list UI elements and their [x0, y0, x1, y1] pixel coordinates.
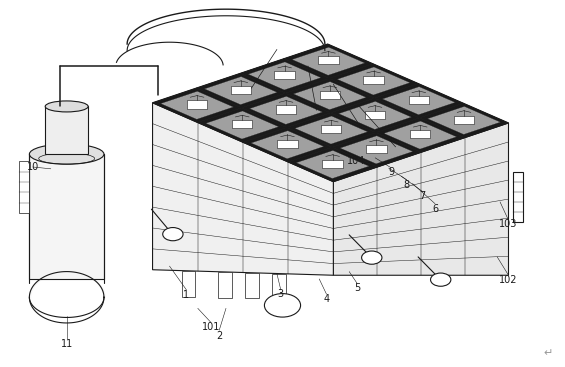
Polygon shape	[408, 96, 429, 104]
Text: 9: 9	[388, 167, 394, 178]
Text: 10: 10	[27, 162, 39, 172]
Polygon shape	[332, 132, 421, 167]
Polygon shape	[240, 59, 329, 93]
Text: 103: 103	[499, 219, 518, 229]
Polygon shape	[231, 86, 251, 94]
Polygon shape	[251, 131, 324, 159]
Polygon shape	[376, 118, 464, 152]
Polygon shape	[318, 57, 338, 65]
Polygon shape	[243, 127, 332, 162]
Polygon shape	[153, 88, 242, 123]
Polygon shape	[365, 110, 385, 119]
Polygon shape	[153, 103, 333, 275]
Text: 6: 6	[432, 204, 438, 214]
Polygon shape	[250, 96, 323, 124]
Circle shape	[163, 228, 183, 241]
Polygon shape	[153, 44, 508, 182]
Polygon shape	[340, 136, 413, 164]
Polygon shape	[182, 271, 195, 297]
Text: 4: 4	[324, 294, 329, 304]
Polygon shape	[323, 160, 343, 168]
Polygon shape	[187, 101, 207, 109]
Text: 104: 104	[347, 156, 365, 167]
Circle shape	[362, 251, 382, 264]
Polygon shape	[320, 91, 340, 99]
Text: 8: 8	[404, 179, 410, 190]
Polygon shape	[29, 154, 104, 279]
Polygon shape	[232, 120, 253, 128]
Polygon shape	[288, 147, 377, 182]
Polygon shape	[218, 272, 232, 298]
Polygon shape	[331, 98, 419, 132]
Ellipse shape	[45, 101, 88, 112]
Polygon shape	[293, 81, 366, 110]
Polygon shape	[333, 123, 508, 275]
Polygon shape	[276, 105, 296, 113]
Text: ↵: ↵	[544, 348, 553, 358]
Polygon shape	[275, 71, 295, 79]
Polygon shape	[198, 108, 286, 142]
Circle shape	[431, 273, 451, 286]
Polygon shape	[366, 145, 386, 153]
Polygon shape	[383, 87, 455, 115]
Polygon shape	[206, 111, 279, 139]
Polygon shape	[337, 67, 410, 95]
Polygon shape	[284, 44, 373, 79]
Polygon shape	[374, 84, 463, 118]
Text: 102: 102	[499, 275, 518, 285]
Polygon shape	[160, 91, 233, 119]
Polygon shape	[277, 140, 298, 148]
Polygon shape	[45, 106, 88, 154]
Polygon shape	[295, 116, 368, 144]
Polygon shape	[248, 62, 321, 90]
Polygon shape	[245, 273, 259, 298]
Polygon shape	[285, 79, 374, 113]
Ellipse shape	[29, 144, 104, 164]
Polygon shape	[205, 77, 277, 105]
Polygon shape	[296, 150, 369, 178]
Text: 11: 11	[60, 339, 73, 349]
Circle shape	[264, 294, 301, 317]
Text: 2: 2	[216, 331, 223, 341]
Polygon shape	[410, 130, 431, 138]
Text: 7: 7	[419, 191, 426, 201]
Text: 1: 1	[184, 290, 189, 301]
Text: 5: 5	[354, 283, 360, 293]
Polygon shape	[338, 101, 411, 130]
Text: 3: 3	[278, 289, 284, 299]
Polygon shape	[197, 73, 285, 108]
Polygon shape	[329, 64, 418, 98]
Polygon shape	[19, 161, 29, 213]
Polygon shape	[242, 93, 331, 127]
Polygon shape	[321, 125, 341, 133]
Polygon shape	[292, 47, 365, 75]
Polygon shape	[363, 76, 384, 84]
Polygon shape	[272, 274, 286, 299]
Polygon shape	[419, 103, 508, 138]
Text: 101: 101	[202, 321, 220, 332]
Polygon shape	[454, 116, 474, 124]
Polygon shape	[428, 106, 501, 134]
Polygon shape	[513, 172, 523, 222]
Polygon shape	[286, 113, 376, 147]
Polygon shape	[384, 121, 457, 149]
